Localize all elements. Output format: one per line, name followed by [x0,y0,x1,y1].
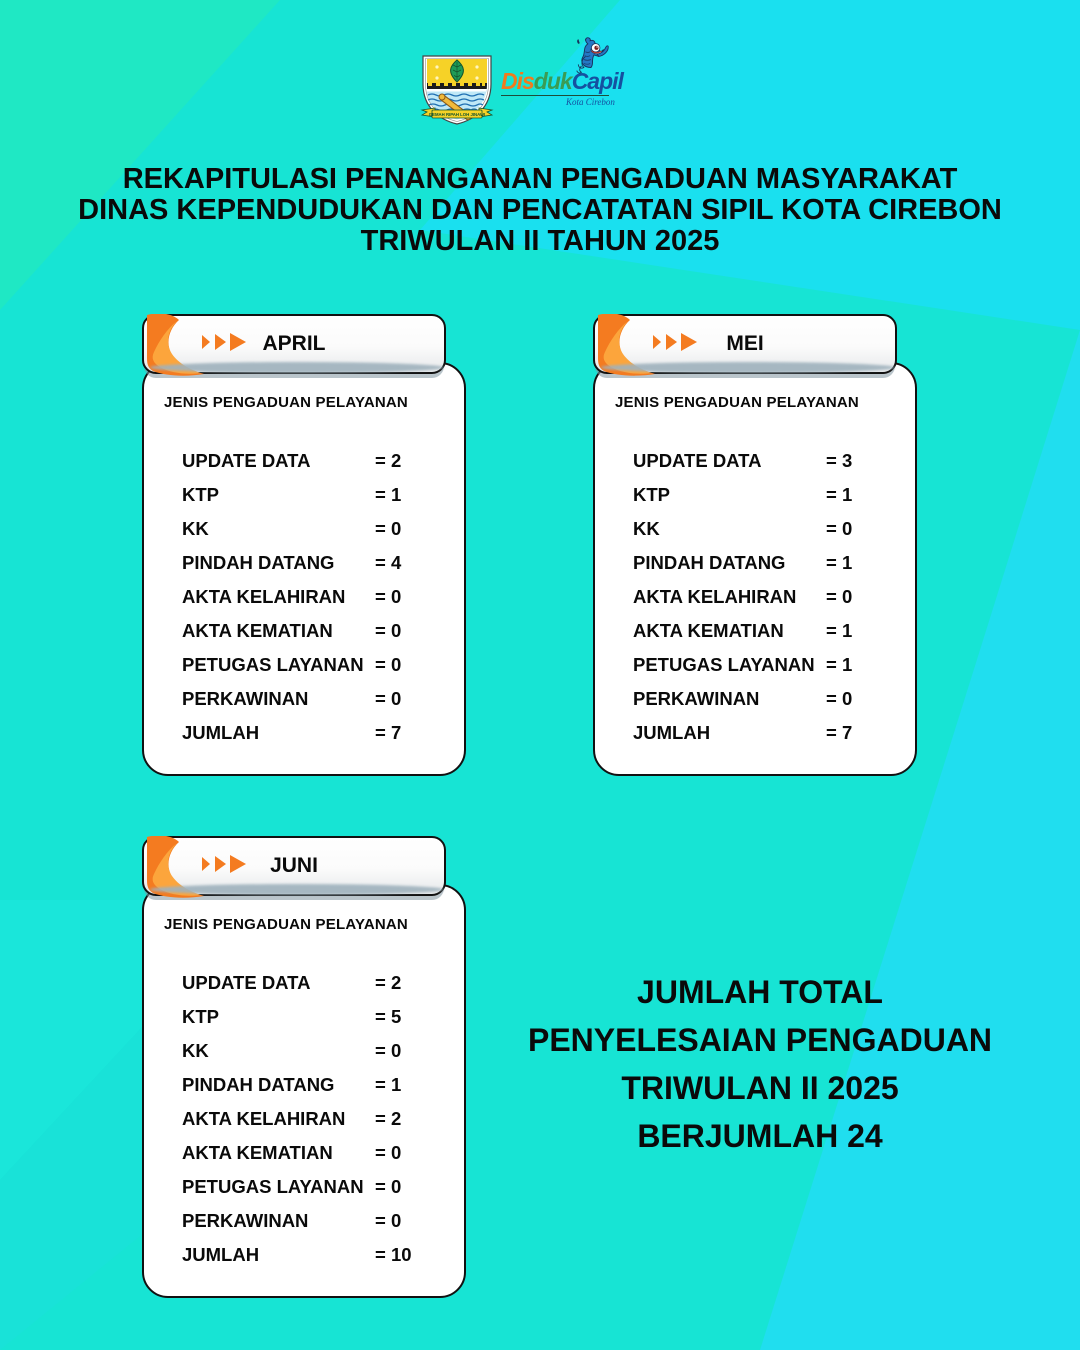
svg-text:GEMAH RIPAH LOH JINAWI: GEMAH RIPAH LOH JINAWI [429,112,486,117]
